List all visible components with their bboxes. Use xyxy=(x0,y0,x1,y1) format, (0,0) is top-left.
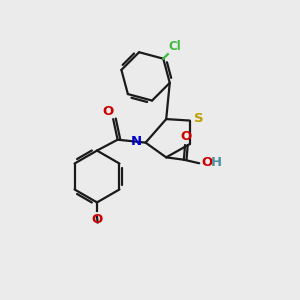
Text: O: O xyxy=(102,106,113,118)
Text: S: S xyxy=(194,112,203,125)
Text: O: O xyxy=(92,213,103,226)
Text: H: H xyxy=(210,156,221,169)
Text: N: N xyxy=(131,135,142,148)
Text: Cl: Cl xyxy=(169,40,181,53)
Text: O: O xyxy=(181,130,192,143)
Text: O: O xyxy=(202,156,213,169)
